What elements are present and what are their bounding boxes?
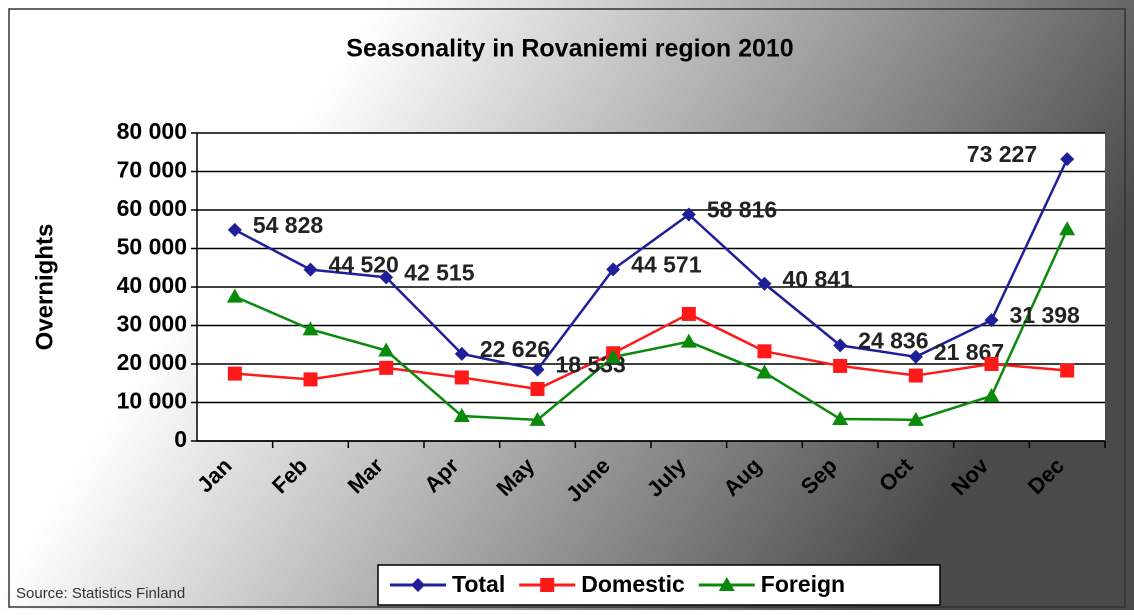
point bbox=[983, 387, 1000, 402]
point bbox=[681, 207, 696, 222]
point bbox=[454, 370, 469, 385]
point bbox=[227, 366, 242, 381]
series-line bbox=[234, 228, 1069, 422]
legend-marker bbox=[540, 578, 555, 592]
point bbox=[908, 368, 923, 383]
point bbox=[832, 411, 849, 426]
legend-label: Foreign bbox=[761, 571, 845, 597]
point bbox=[226, 288, 243, 303]
point bbox=[227, 222, 242, 237]
point bbox=[606, 262, 621, 277]
frame bbox=[8, 8, 1126, 608]
y-tick-label: 30 000 bbox=[117, 311, 187, 337]
point bbox=[833, 358, 848, 373]
point bbox=[303, 262, 318, 277]
point bbox=[303, 372, 318, 387]
point bbox=[530, 362, 545, 377]
source: Source: Statistics Finland bbox=[16, 585, 185, 602]
point bbox=[379, 270, 394, 285]
legend-marker bbox=[718, 577, 735, 591]
point bbox=[833, 338, 848, 353]
legend-box bbox=[377, 564, 941, 606]
point bbox=[530, 382, 545, 397]
point bbox=[1060, 152, 1075, 167]
point bbox=[1060, 363, 1075, 378]
point bbox=[1059, 221, 1076, 236]
point bbox=[908, 349, 923, 364]
point bbox=[605, 349, 622, 364]
legend-label: Domestic bbox=[581, 571, 685, 597]
legend-marker bbox=[411, 578, 425, 592]
y-tick-label: 50 000 bbox=[117, 234, 187, 260]
data-label: 42 515 bbox=[404, 259, 475, 285]
y-tick-label: 0 bbox=[174, 426, 187, 452]
data-label: 44 571 bbox=[631, 251, 702, 277]
data-label: 58 816 bbox=[707, 197, 777, 223]
y-tick-label: 40 000 bbox=[117, 272, 187, 298]
point bbox=[379, 360, 394, 375]
y-axis-label: Overnights bbox=[31, 224, 58, 351]
point bbox=[907, 411, 924, 426]
point bbox=[757, 276, 772, 291]
point bbox=[681, 306, 696, 321]
point bbox=[984, 357, 999, 371]
point bbox=[529, 411, 546, 426]
point bbox=[680, 333, 697, 348]
point bbox=[984, 313, 999, 328]
legend-label: Total bbox=[452, 571, 505, 597]
y-tick-label: 20 000 bbox=[117, 349, 187, 375]
y-tick-label: 10 000 bbox=[117, 388, 187, 414]
y-tick-label: 60 000 bbox=[117, 195, 187, 221]
data-label: 24 836 bbox=[858, 327, 928, 353]
data-label: 73 227 bbox=[967, 141, 1037, 167]
data-label: 31 398 bbox=[1010, 302, 1081, 328]
data-label: 22 626 bbox=[480, 336, 550, 362]
point bbox=[378, 342, 395, 357]
point bbox=[302, 321, 319, 336]
series-line bbox=[234, 312, 1068, 391]
point bbox=[454, 346, 469, 361]
data-label: 54 828 bbox=[253, 212, 324, 238]
chart-title: Seasonality in Rovaniemi region 2010 bbox=[346, 35, 793, 63]
point bbox=[453, 407, 470, 422]
y-tick-label: 80 000 bbox=[117, 118, 187, 144]
data-label: 40 841 bbox=[783, 266, 854, 292]
point bbox=[756, 364, 773, 379]
y-tick-label: 70 000 bbox=[117, 157, 187, 183]
point bbox=[757, 344, 772, 359]
series-line bbox=[234, 158, 1069, 372]
